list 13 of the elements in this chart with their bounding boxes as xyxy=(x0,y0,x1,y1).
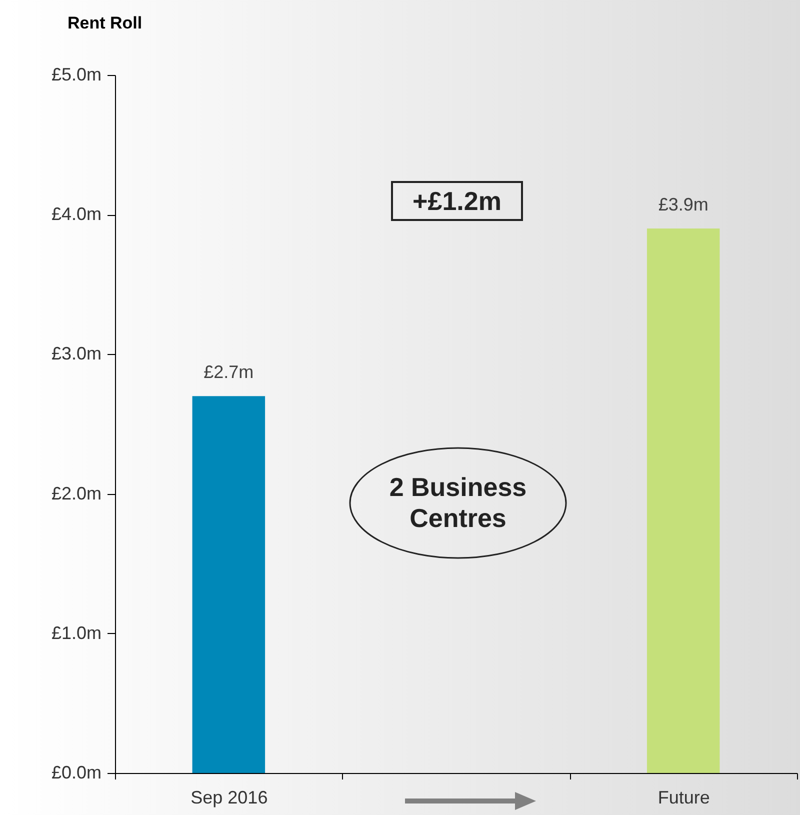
annotation: 2 Business Centres xyxy=(388,472,528,534)
y-tick-label: £0.0m xyxy=(51,762,102,782)
x-tick-label: Sep 2016 xyxy=(190,788,268,808)
annotation: +£1.2m xyxy=(412,186,502,216)
data-label: £2.7m xyxy=(204,362,254,382)
y-tick-label: £3.0m xyxy=(51,344,102,364)
y-tick-label: £1.0m xyxy=(51,622,102,643)
data-label: £3.9m xyxy=(658,194,708,215)
y-tick-label: £4.0m xyxy=(51,204,102,224)
y-tick-label: £2.0m xyxy=(51,483,102,504)
x-tick-label: Future xyxy=(658,788,710,808)
y-tick-label: £5.0m xyxy=(51,64,102,84)
y-axis-title: Rent Roll xyxy=(68,14,142,32)
